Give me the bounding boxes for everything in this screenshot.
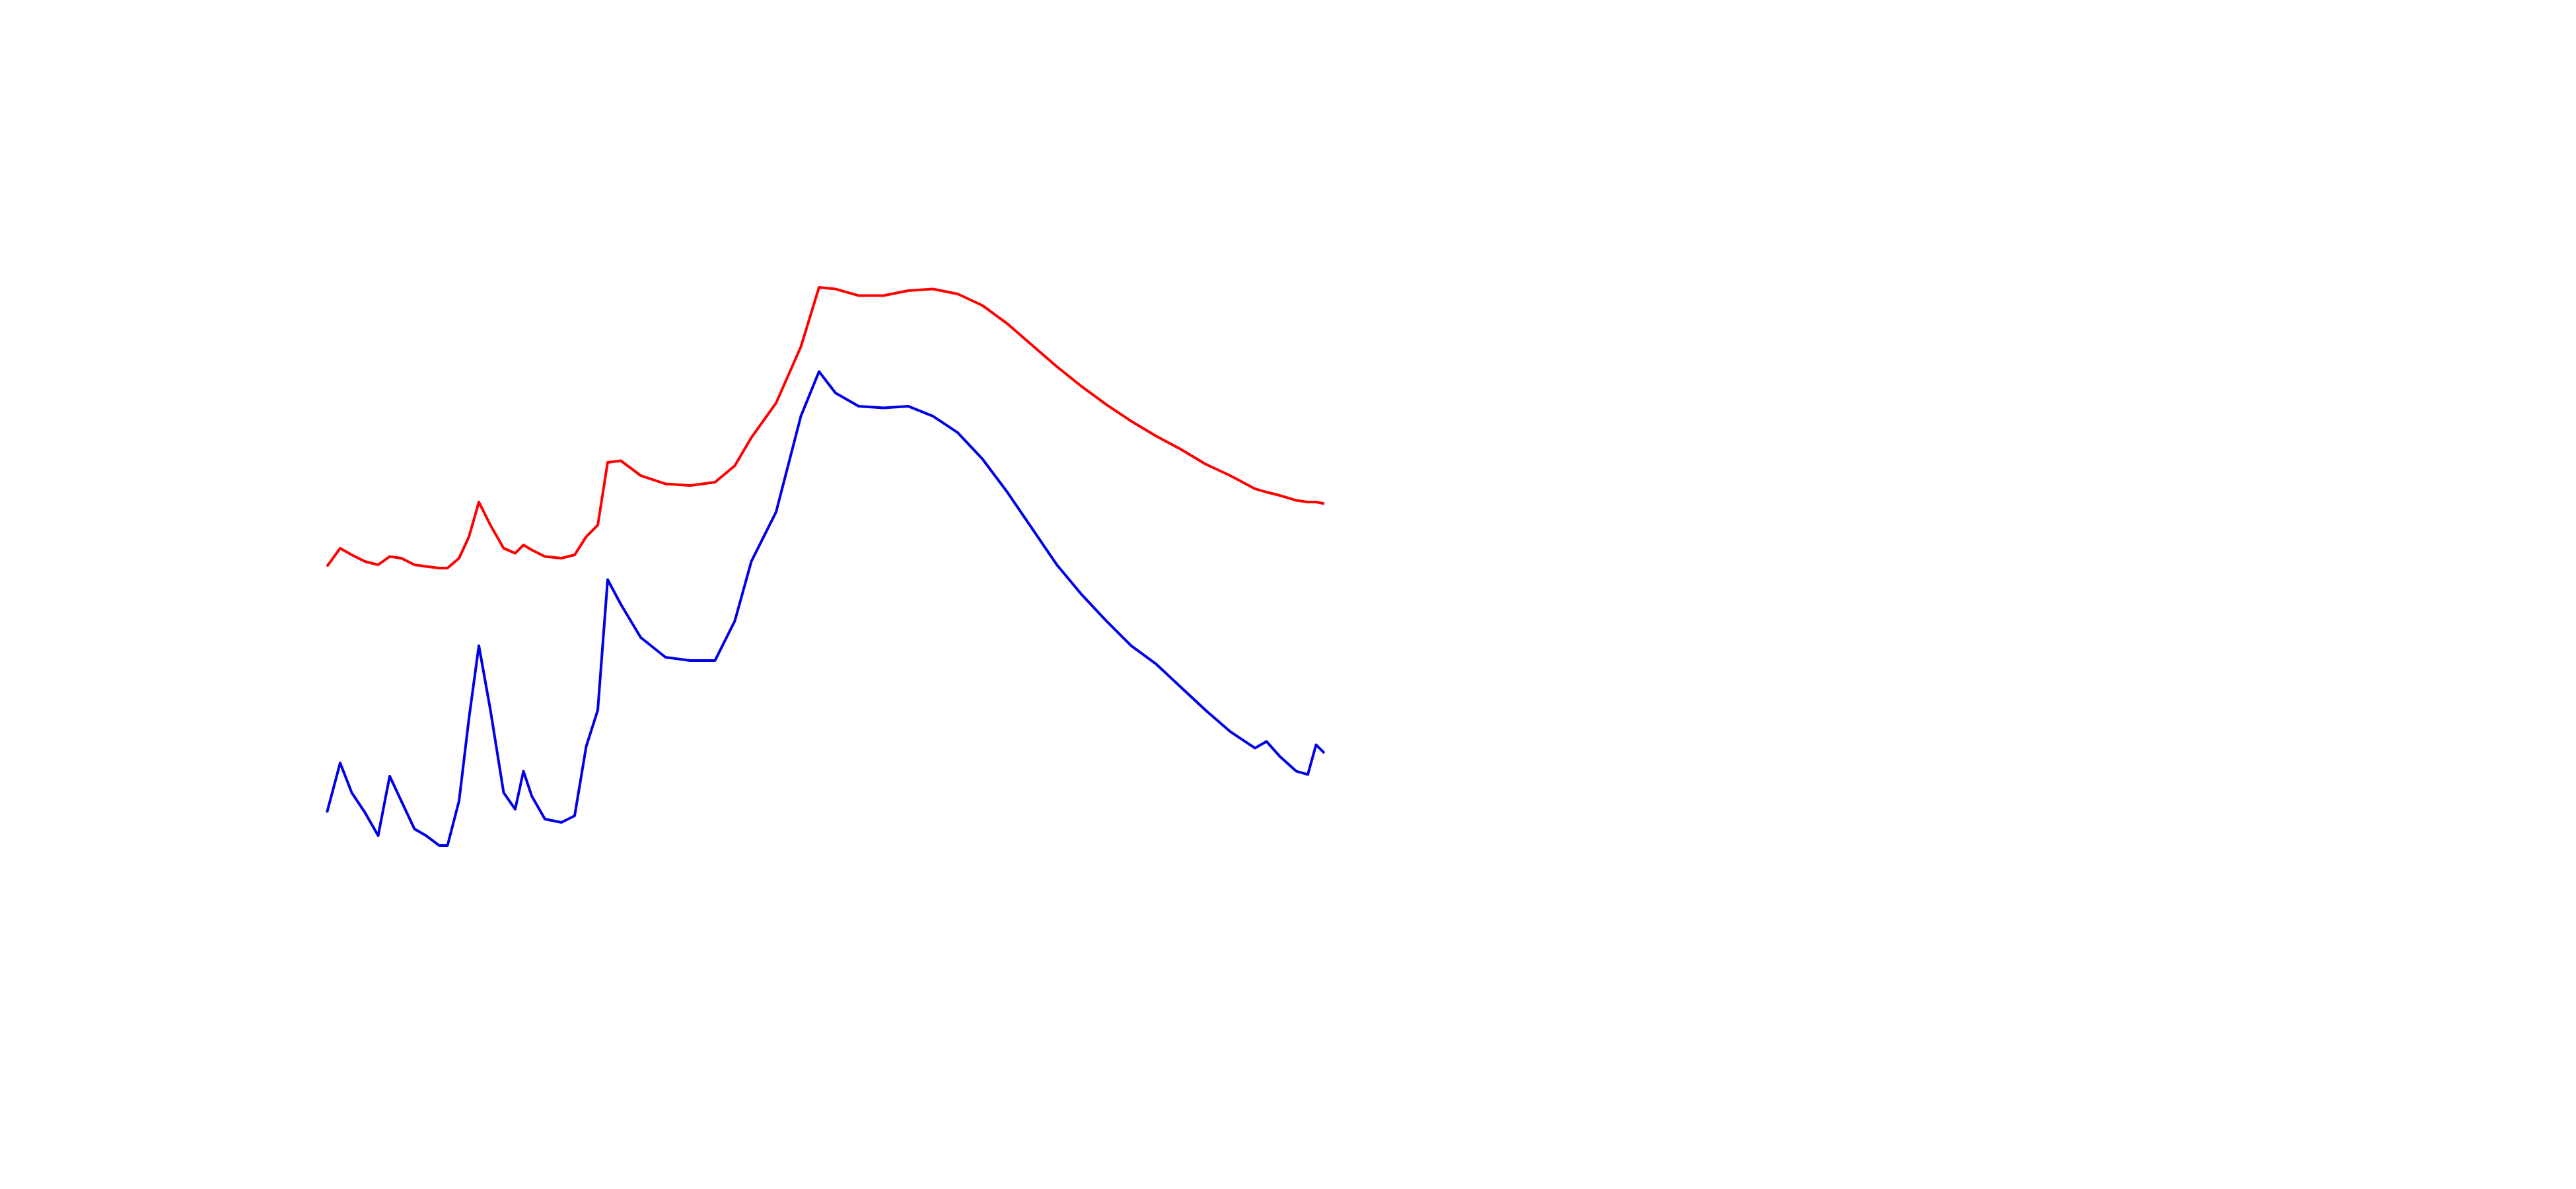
line [326,286,1325,569]
line [326,370,1326,847]
